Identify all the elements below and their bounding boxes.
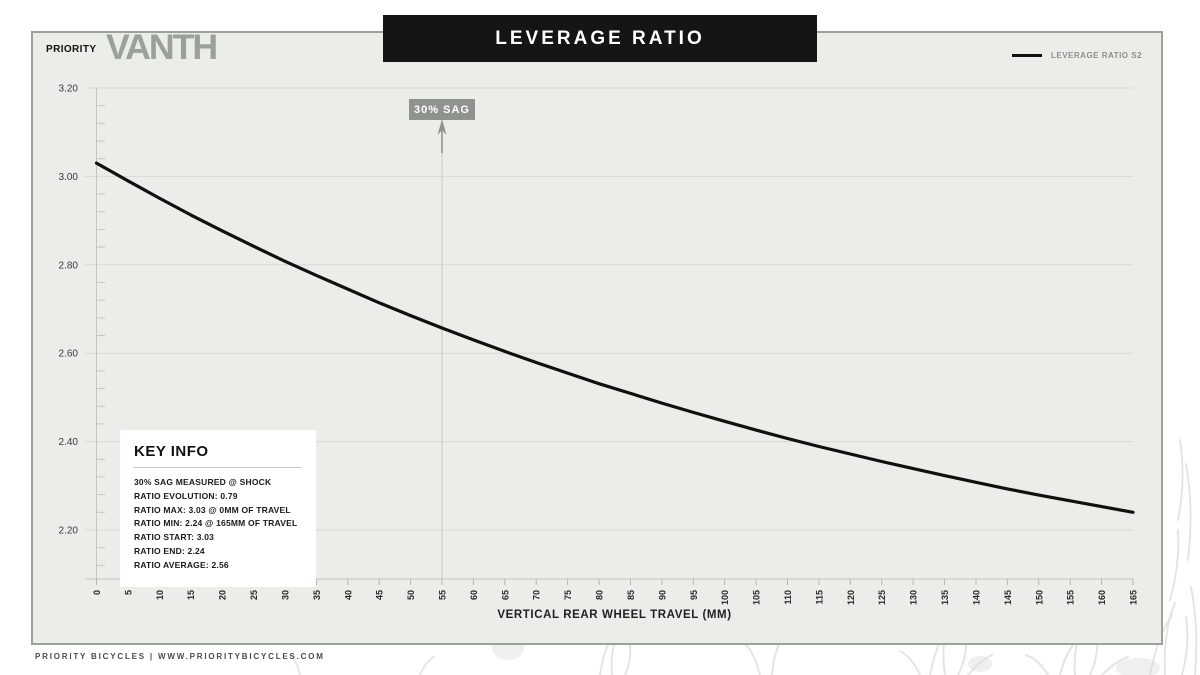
key-info-line: 30% SAG MEASURED @ SHOCK <box>134 477 272 487</box>
key-info-line: RATIO AVERAGE: 2.56 <box>134 559 229 570</box>
key-info-line: RATIO MIN: 2.24 @ 165MM OF TRAVEL <box>134 518 298 529</box>
priority-logo: PRIORITY <box>46 44 97 55</box>
key-info-box: KEY INFO 30% SAG MEASURED @ SHOCK RATIO … <box>120 430 316 587</box>
title-banner: LEVERAGE RATIO <box>383 15 817 62</box>
footer-text: PRIORITY BICYCLES | WWW.PRIORITYBICYCLES… <box>35 652 325 661</box>
key-info-line: RATIO EVOLUTION: 0.79 <box>134 490 238 501</box>
page-title: LEVERAGE RATIO <box>495 27 705 49</box>
legend-line-swatch <box>1012 54 1042 57</box>
key-info-line: RATIO START: 3.03 <box>134 532 215 543</box>
x-axis-title: VERTICAL REAR WHEEL TRAVEL (MM) <box>497 609 732 621</box>
sag-annotation-label: 30% SAG <box>414 103 470 116</box>
vanth-model-logo: VANTH <box>106 28 218 67</box>
key-info-divider <box>134 467 302 468</box>
key-info-title: KEY INFO <box>134 443 209 460</box>
chart-legend: LEVERAGE RATIO S2 <box>1012 51 1142 60</box>
key-info-line: RATIO END: 2.24 <box>134 545 205 556</box>
legend-label: LEVERAGE RATIO S2 <box>1051 51 1143 60</box>
sag-annotation-badge: 30% SAG <box>409 99 475 120</box>
key-info-line: RATIO MAX: 3.03 @ 0MM OF TRAVEL <box>134 504 291 515</box>
